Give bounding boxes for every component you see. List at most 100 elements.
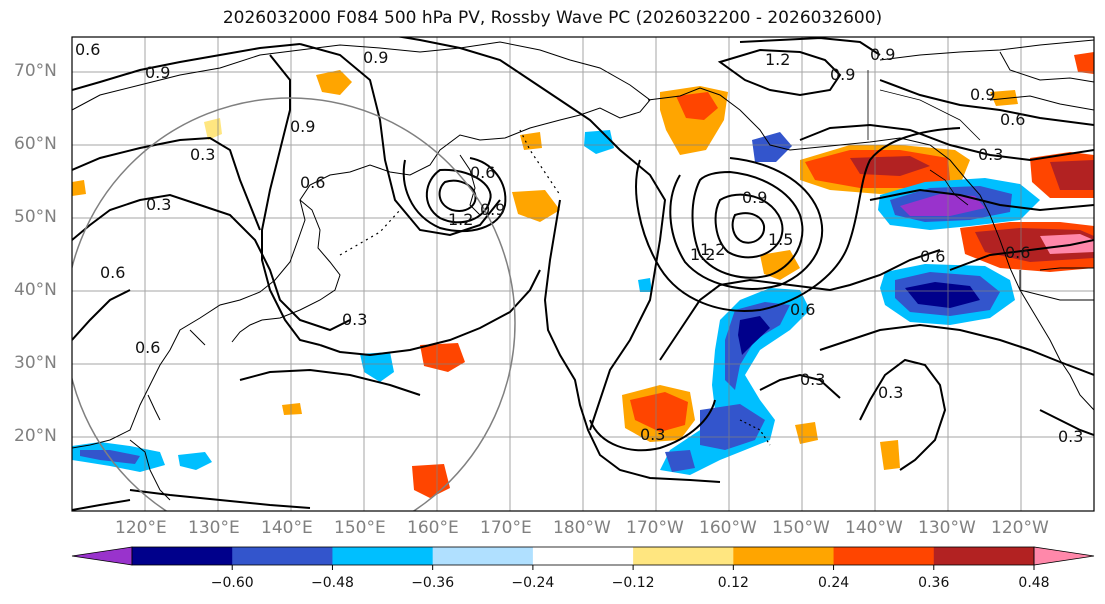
anomaly-blob — [638, 278, 652, 292]
anomaly-blob — [900, 194, 985, 216]
contour-label: 0.9 — [145, 63, 170, 82]
latitude-label: 20°N — [14, 426, 57, 446]
contour-label: 0.6 — [300, 173, 325, 192]
colorbar-segment — [532, 547, 634, 565]
anomaly-blob — [72, 180, 86, 196]
contour-label: 1.2 — [690, 245, 715, 264]
contour-label: 0.3 — [1058, 427, 1083, 446]
colorbar-segment — [633, 547, 734, 565]
anomaly-blob — [1040, 234, 1094, 254]
contour-label: 0.9 — [290, 117, 315, 136]
contour-label: 1.2 — [700, 240, 725, 259]
contour-label: 0.3 — [640, 425, 665, 444]
colorbar-tick-label: 0.36 — [918, 575, 950, 591]
contour-label: 0.6 — [100, 263, 125, 282]
latitude-label: 70°N — [14, 61, 57, 81]
contour-label: 0.6 — [470, 163, 495, 182]
map-frame — [71, 36, 1095, 512]
colorbar-tick-label: −0.48 — [310, 575, 354, 591]
colorbar-segment — [232, 547, 333, 565]
latitude-label: 40°N — [14, 280, 57, 300]
contour-label: 0.3 — [146, 195, 171, 214]
colorbar-extend-min — [71, 546, 133, 566]
anomaly-blob — [420, 343, 465, 372]
colorbar-segment — [833, 547, 935, 565]
radius-circle — [72, 97, 516, 511]
contour-label: 0.9 — [480, 200, 505, 219]
colorbar-tick-label: −0.24 — [511, 575, 555, 591]
anomaly-blob — [512, 190, 560, 222]
anomaly-blob — [282, 403, 302, 415]
contour-label: 0.9 — [870, 45, 895, 64]
longitude-label: 160°E — [407, 518, 459, 538]
anomaly-blob — [738, 316, 770, 355]
longitude-label: 120°E — [115, 518, 167, 538]
colorbar-segment — [132, 547, 233, 565]
anomaly-blob — [905, 282, 980, 308]
colorbar-segment — [733, 547, 835, 565]
colorbar-tick-label: 0.12 — [717, 575, 749, 591]
contour-label: 0.6 — [1000, 110, 1025, 129]
anomaly-blob — [178, 452, 212, 470]
longitude-label: 130°W — [918, 518, 976, 538]
pv-anomaly-shading — [72, 52, 1094, 498]
anomaly-blob — [700, 404, 765, 450]
anomaly-blob — [760, 250, 800, 280]
anomaly-blob — [665, 450, 695, 472]
contour-label: 0.9 — [742, 188, 767, 207]
contour-label: 0.3 — [878, 383, 903, 402]
contour-label: 0.3 — [342, 310, 367, 329]
anomaly-blob — [520, 132, 542, 150]
longitude-label: 150°W — [772, 518, 830, 538]
anomaly-blob — [1074, 52, 1094, 74]
latitude-label: 50°N — [14, 207, 57, 227]
contour-label: 0.3 — [978, 145, 1003, 164]
contour-label: 0.6 — [135, 338, 160, 357]
longitude-label: 180°W — [553, 518, 611, 538]
longitude-label: 130°E — [188, 518, 240, 538]
anomaly-blob — [795, 422, 818, 444]
contour-label: 0.3 — [800, 370, 825, 389]
longitude-label: 120°W — [991, 518, 1049, 538]
longitude-label: 150°E — [334, 518, 386, 538]
contour-label: 0.6 — [790, 300, 815, 319]
anomaly-blob — [630, 392, 688, 432]
map-title: 2026032000 F084 500 hPa PV, Rossby Wave … — [222, 8, 883, 28]
anomaly-blob — [880, 440, 900, 470]
colorbar-extend-max — [1033, 546, 1095, 566]
contour-label: 0.6 — [1005, 243, 1030, 262]
colorbar-tick-label: 0.48 — [1018, 575, 1050, 591]
contour-label: 0.9 — [830, 65, 855, 84]
colorbar-tick-label: −0.60 — [210, 575, 254, 591]
latitude-label: 60°N — [14, 134, 57, 154]
colorbar — [71, 546, 1095, 570]
latitude-label: 30°N — [14, 353, 57, 373]
colorbar-segment — [432, 547, 534, 565]
contour-label: 0.6 — [75, 40, 100, 59]
contour-label: 1.2 — [448, 210, 473, 229]
anomaly-blob — [204, 118, 222, 140]
contour-label: 0.9 — [363, 48, 388, 67]
anomaly-blob — [316, 70, 352, 95]
anomaly-blob — [752, 132, 792, 162]
colorbar-frame — [131, 546, 1035, 566]
anomaly-blob — [990, 90, 1018, 106]
colorbar-tick-label: 0.24 — [817, 575, 850, 591]
contour-labels: 0.9 0.3 0.3 0.6 0.6 0.9 0.9 0.6 0.6 1.2 … — [75, 40, 1083, 446]
pv-contours — [72, 37, 1094, 511]
colorbar-tick-label: −0.12 — [611, 575, 655, 591]
anomaly-blob — [1050, 160, 1094, 190]
anomaly-blob — [584, 130, 614, 154]
longitude-label: 170°W — [626, 518, 684, 538]
longitude-label: 140°E — [261, 518, 313, 538]
contour-label: 1.5 — [768, 230, 793, 249]
colorbar-segment — [332, 547, 434, 565]
anomaly-blob — [676, 92, 718, 120]
contour-label: 0.6 — [920, 247, 945, 266]
contour-label: 0.3 — [190, 145, 215, 164]
anomaly-blob — [360, 352, 394, 382]
colorbar-tick-label: −0.36 — [411, 575, 455, 591]
longitude-label: 170°E — [480, 518, 532, 538]
longitude-label: 160°W — [699, 518, 757, 538]
